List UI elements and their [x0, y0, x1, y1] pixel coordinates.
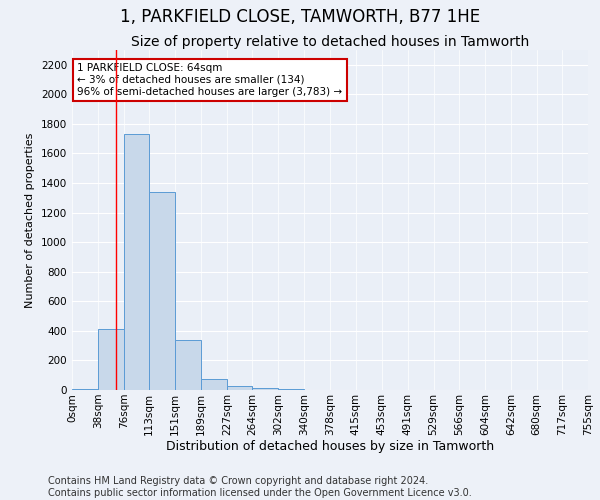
- Bar: [175, 340, 201, 390]
- Bar: [253, 388, 278, 390]
- Bar: [72, 388, 98, 390]
- Bar: [227, 386, 253, 390]
- Bar: [98, 330, 124, 390]
- Text: Contains HM Land Registry data © Crown copyright and database right 2024.
Contai: Contains HM Land Registry data © Crown c…: [48, 476, 472, 498]
- Bar: [124, 134, 149, 390]
- Y-axis label: Number of detached properties: Number of detached properties: [25, 132, 35, 308]
- Text: 1, PARKFIELD CLOSE, TAMWORTH, B77 1HE: 1, PARKFIELD CLOSE, TAMWORTH, B77 1HE: [120, 8, 480, 26]
- Text: 1 PARKFIELD CLOSE: 64sqm
← 3% of detached houses are smaller (134)
96% of semi-d: 1 PARKFIELD CLOSE: 64sqm ← 3% of detache…: [77, 64, 343, 96]
- Bar: [149, 192, 175, 390]
- X-axis label: Distribution of detached houses by size in Tamworth: Distribution of detached houses by size …: [166, 440, 494, 454]
- Title: Size of property relative to detached houses in Tamworth: Size of property relative to detached ho…: [131, 35, 529, 49]
- Bar: [201, 379, 227, 390]
